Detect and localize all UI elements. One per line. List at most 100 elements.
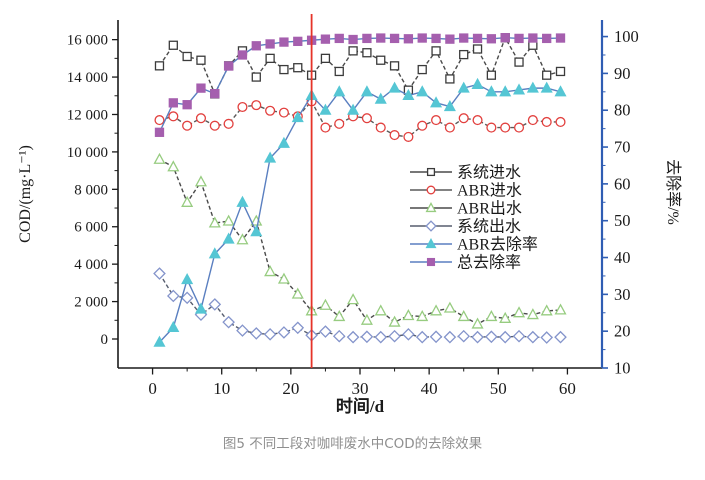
triangle-open-marker xyxy=(554,303,567,315)
triangle-open-marker xyxy=(526,308,539,320)
diamond-open-marker xyxy=(346,330,360,344)
x-axis-label: 时间/d xyxy=(336,396,385,416)
legend-label: ABR去除率 xyxy=(457,236,538,254)
diamond-open-marker xyxy=(429,330,443,344)
y-right-tick-label: 50 xyxy=(614,211,631,230)
y-left-axis-label: COD/(mg·L⁻¹) xyxy=(17,145,34,243)
triangle-filled-marker xyxy=(374,92,387,104)
triangle-open-marker xyxy=(181,195,194,207)
square-open-marker xyxy=(426,167,436,177)
y-left-tick-label: 16 000 xyxy=(67,33,108,49)
series-5 xyxy=(154,33,566,137)
x-tick-label: 10 xyxy=(213,379,230,398)
diamond-open-marker xyxy=(443,330,457,344)
diamond-open-marker xyxy=(222,315,235,329)
circle-open-marker xyxy=(472,115,483,126)
diamond-open-marker xyxy=(332,329,346,343)
circle-open-marker xyxy=(417,120,428,131)
square-filled-marker xyxy=(555,33,566,43)
x-tick-label: 60 xyxy=(559,379,576,398)
square-filled-marker xyxy=(168,98,178,108)
series-1 xyxy=(154,96,566,142)
square-filled-marker xyxy=(417,33,427,43)
diamond-open-marker xyxy=(540,331,554,344)
diamond-open-marker xyxy=(388,329,401,343)
square-filled-marker xyxy=(514,33,524,44)
diamond-open-marker xyxy=(498,330,512,344)
circle-open-marker xyxy=(458,113,469,124)
triangle-filled-marker xyxy=(236,195,249,207)
circle-open-marker xyxy=(209,120,220,131)
triangle-open-marker xyxy=(208,216,221,228)
axes-layer: 0 2 000 4 000 6 000 8 000 10 000 12 000 14 000 1… xyxy=(67,20,639,398)
triangle-filled-marker xyxy=(264,151,277,163)
diamond-open-marker xyxy=(153,267,166,280)
square-filled-marker xyxy=(431,33,441,44)
square-open-marker xyxy=(320,53,331,64)
triangle-open-marker xyxy=(167,160,180,172)
diamond-open-marker xyxy=(526,330,540,344)
triangle-filled-marker xyxy=(471,77,484,89)
y-left-tick-label: 10 000 xyxy=(67,145,108,161)
square-filled-marker xyxy=(210,89,220,99)
triangle-filled-marker xyxy=(333,85,346,97)
square-open-marker xyxy=(334,66,344,77)
legend-item-4: ABR去除率 xyxy=(410,236,538,254)
square-open-marker xyxy=(459,49,469,60)
circle-open-marker xyxy=(444,122,455,133)
circle-open-marker xyxy=(154,115,165,126)
triangle-filled-marker xyxy=(347,103,360,115)
square-open-marker xyxy=(279,64,289,75)
triangle-filled-marker xyxy=(277,136,290,148)
square-filled-marker xyxy=(251,41,261,51)
square-filled-marker xyxy=(459,33,469,43)
y-left-tick-label: 12 000 xyxy=(67,107,108,123)
square-open-marker xyxy=(472,44,483,54)
circle-open-marker xyxy=(500,122,511,133)
legend-label: 总去除率 xyxy=(457,254,521,272)
triangle-filled-marker xyxy=(526,81,539,93)
circle-open-marker xyxy=(168,111,179,122)
legend-label: ABR进水 xyxy=(457,182,522,200)
square-open-marker xyxy=(196,55,206,65)
series-3 xyxy=(153,267,567,344)
square-filled-marker xyxy=(334,33,344,44)
y-left-tick-label: 4 000 xyxy=(74,257,108,273)
diamond-open-marker xyxy=(425,220,437,232)
triangle-filled-marker xyxy=(222,232,235,244)
triangle-filled-marker xyxy=(416,85,429,97)
triangle-filled-marker xyxy=(360,85,373,97)
x-tick-label: 30 xyxy=(352,379,369,398)
diamond-open-marker xyxy=(374,330,388,344)
legend-item-3: 系统出水 xyxy=(410,218,521,236)
triangle-open-marker xyxy=(402,309,415,321)
square-filled-marker xyxy=(389,33,400,44)
square-filled-marker xyxy=(223,61,234,71)
square-filled-marker xyxy=(279,37,289,47)
triangle-filled-marker xyxy=(402,88,415,101)
square-filled-marker xyxy=(445,34,455,44)
diamond-open-marker xyxy=(402,328,415,341)
diamond-open-marker xyxy=(512,329,526,343)
triangle-open-marker xyxy=(485,309,498,322)
square-open-marker xyxy=(431,46,441,56)
square-filled-marker xyxy=(528,33,538,43)
square-open-marker xyxy=(376,55,386,65)
diamond-open-marker xyxy=(277,326,291,339)
square-filled-marker xyxy=(320,34,331,44)
square-open-marker xyxy=(265,53,275,64)
triangle-open-marker xyxy=(540,304,553,316)
diamond-open-marker xyxy=(457,329,471,343)
x-tick-label: 50 xyxy=(490,379,507,398)
triangle-filled-marker xyxy=(443,99,456,112)
circle-open-marker xyxy=(182,120,193,131)
square-filled-marker xyxy=(196,83,206,93)
y-right-axis-label: 去除率/% xyxy=(664,159,682,225)
y-right-tick-label: 60 xyxy=(614,174,631,193)
triangle-filled-marker xyxy=(194,302,208,314)
series-2 xyxy=(153,152,567,329)
series-1-line xyxy=(159,100,561,138)
triangle-filled-marker xyxy=(425,238,437,249)
triangle-open-marker xyxy=(360,313,373,325)
legend-label: ABR出水 xyxy=(457,200,522,218)
